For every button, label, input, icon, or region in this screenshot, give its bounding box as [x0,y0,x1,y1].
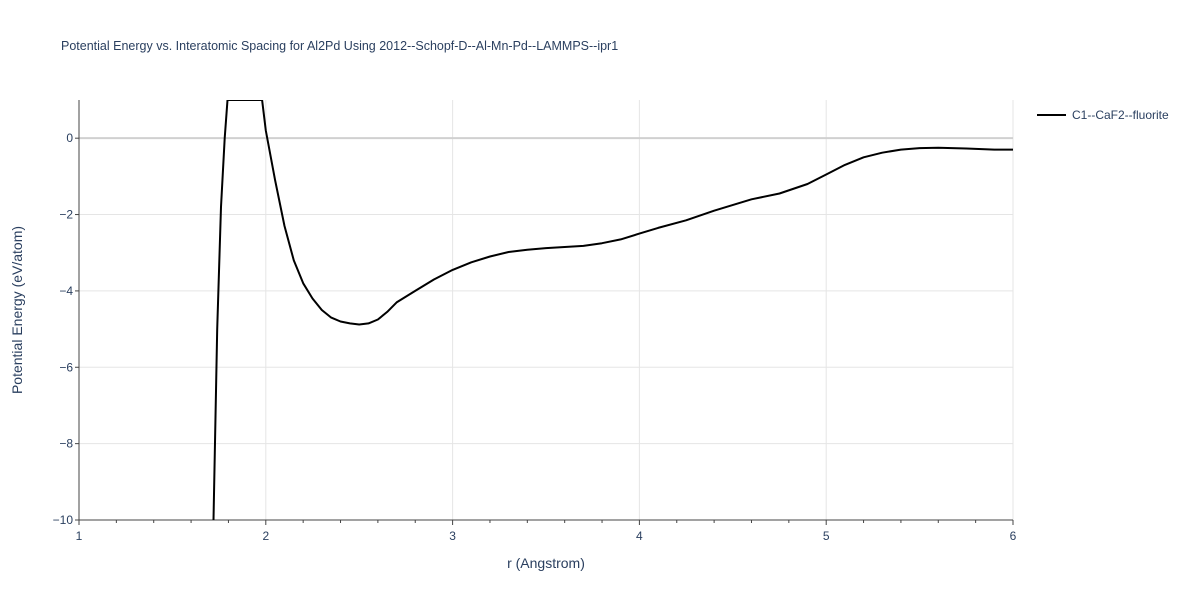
y-tick-label: −8 [59,437,73,451]
y-tick-label: −4 [59,284,73,298]
y-tick-label: 0 [66,131,73,145]
y-axis-title: Potential Energy (eV/atom) [9,226,25,394]
x-tick-labels: 1 2 3 4 5 6 [76,529,1017,543]
grid [79,100,1014,520]
y-tick-label: −10 [53,513,74,527]
x-tick-label: 2 [262,529,269,543]
chart-title: Potential Energy vs. Interatomic Spacing… [61,39,618,53]
y-tick-labels: 0 −2 −4 −6 −8 −10 [53,131,74,527]
x-tick-label: 6 [1010,529,1017,543]
x-tick-label: 1 [76,529,83,543]
x-tick-label: 3 [449,529,456,543]
x-tick-label: 5 [823,529,830,543]
y-tick-label: −2 [59,208,73,222]
axis [75,100,1014,525]
y-tick-label: −6 [59,360,73,374]
legend-label: C1--CaF2--fluorite [1072,108,1169,122]
legend[interactable]: C1--CaF2--fluorite [1037,108,1169,122]
series-lines [212,100,1013,520]
series-line [212,100,1013,520]
x-axis-title: r (Angstrom) [507,555,585,571]
x-tick-label: 4 [636,529,643,543]
